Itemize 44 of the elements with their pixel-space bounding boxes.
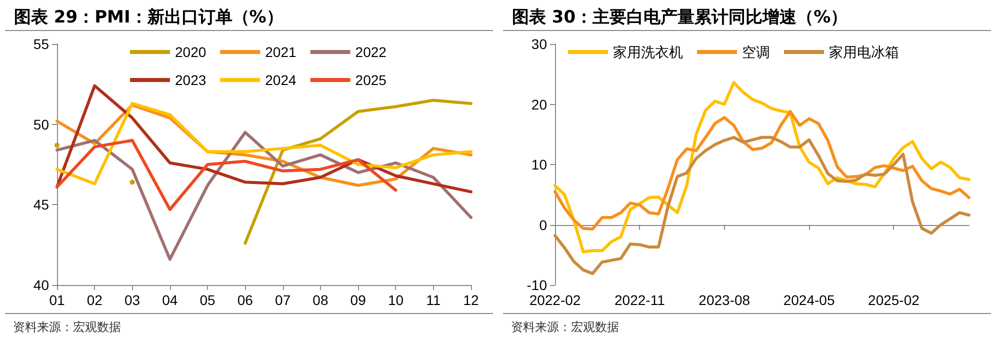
- line-series: [56, 84, 472, 194]
- x-tick-label: 02: [86, 292, 103, 308]
- line-series: [554, 81, 970, 254]
- x-tick-label: 08: [312, 292, 328, 308]
- x-tick-label: 11: [426, 292, 441, 308]
- legend-label: 2022: [355, 44, 387, 60]
- legend-label: 2025: [355, 72, 387, 88]
- x-tick-label: 06: [237, 292, 254, 308]
- legend-label: 2020: [175, 44, 206, 60]
- legend-label: 2024: [265, 72, 297, 88]
- y-tick-label: -10: [526, 277, 548, 293]
- chart-title: 图表 29：PMI：新出口订单（%）: [14, 8, 284, 28]
- y-tick-label: 55: [33, 36, 50, 52]
- y-tick-label: 45: [33, 196, 50, 213]
- x-tick-label: 04: [162, 292, 178, 308]
- y-tick-label: 40: [33, 277, 50, 293]
- x-tick-label: 2024-05: [783, 292, 835, 308]
- y-tick-label: 10: [531, 156, 548, 172]
- chart-title: 图表 30：主要白电产量累计同比增速（%）: [512, 8, 848, 28]
- legend-label: 2023: [175, 72, 206, 88]
- legend-label: 家用洗衣机: [613, 44, 683, 60]
- x-tick-label: 03: [124, 292, 140, 308]
- x-tick-label: 12: [463, 292, 479, 308]
- x-tick-label: 01: [49, 292, 65, 308]
- x-tick-label: 10: [388, 292, 404, 308]
- x-tick-label: 2023-08: [698, 292, 750, 308]
- legend-label: 家用电冰箱: [829, 44, 899, 60]
- x-tick-label: 05: [200, 292, 216, 308]
- legend-label: 空调: [742, 44, 770, 60]
- line-series: [554, 136, 970, 276]
- y-tick-label: 50: [33, 116, 50, 132]
- x-tick-label: 2025-02: [868, 292, 920, 308]
- line-series: [56, 138, 398, 211]
- x-tick-label: 09: [350, 292, 366, 308]
- y-tick-label: 0: [539, 216, 548, 233]
- x-tick-label: 07: [275, 292, 291, 308]
- y-tick-label: 30: [531, 36, 548, 52]
- line-series: [554, 110, 970, 230]
- y-tick-label: 20: [531, 96, 548, 112]
- x-tick-label: 2022-02: [529, 292, 581, 308]
- text: 资料来源：宏观数据: [13, 320, 121, 334]
- legend-label: 2021: [265, 44, 297, 60]
- text: 资料来源：宏观数据: [511, 320, 619, 334]
- x-tick-label: 2022-11: [614, 292, 666, 308]
